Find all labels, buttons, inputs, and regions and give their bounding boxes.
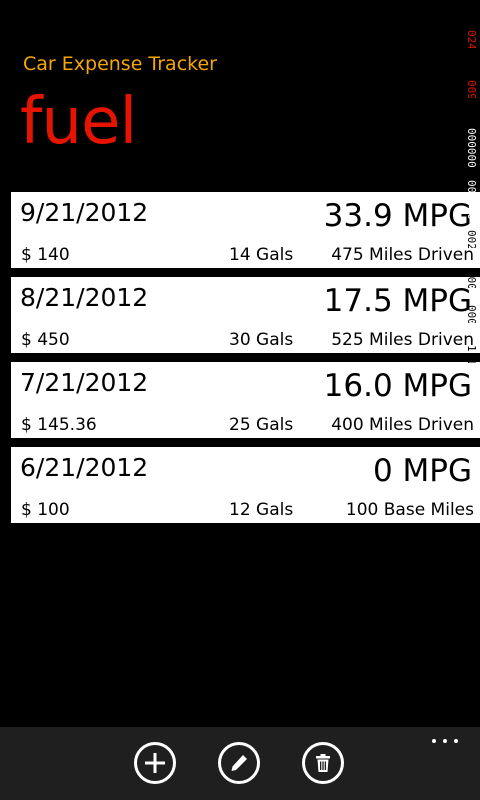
- debug-counter: 000: [465, 270, 478, 288]
- entry-gallons: 30 Gals: [229, 330, 294, 350]
- debug-counter: 002: [465, 230, 478, 248]
- entry-date: 8/21/2012: [20, 283, 149, 312]
- entry-gallons: 25 Gals: [229, 415, 294, 435]
- debug-counter: 000000: [465, 180, 478, 220]
- application-bar: [0, 727, 480, 800]
- delete-button[interactable]: [302, 742, 344, 784]
- entry-mpg: 0 MPG: [372, 453, 472, 489]
- debug-counter: 024: [465, 30, 478, 48]
- page-title: fuel: [20, 85, 137, 159]
- debug-counter: 000: [465, 305, 478, 323]
- entry-date: 7/21/2012: [20, 368, 149, 397]
- delete-icon: [316, 754, 330, 772]
- fuel-entry[interactable]: 8/21/2012 17.5 MPG $ 450 30 Gals 525 Mil…: [11, 277, 480, 353]
- debug-counter: 111: [465, 345, 478, 363]
- entry-cost: $ 145.36: [21, 415, 97, 435]
- entry-miles: 100 Base Miles: [345, 500, 474, 520]
- entry-miles: 400 Miles Driven: [331, 415, 474, 435]
- entry-cost: $ 450: [21, 330, 70, 350]
- entry-mpg: 16.0 MPG: [323, 368, 472, 404]
- more-icon[interactable]: [430, 735, 460, 749]
- entry-miles: 525 Miles Driven: [331, 330, 474, 350]
- entry-mpg: 17.5 MPG: [323, 283, 472, 319]
- fuel-entry[interactable]: 7/21/2012 16.0 MPG $ 145.36 25 Gals 400 …: [11, 362, 480, 438]
- edit-icon: [231, 755, 247, 771]
- entry-mpg: 33.9 MPG: [323, 198, 472, 234]
- add-button[interactable]: [134, 742, 176, 784]
- entry-date: 9/21/2012: [20, 198, 149, 227]
- entry-miles: 475 Miles Driven: [331, 245, 474, 265]
- debug-counter: 009: [465, 80, 478, 98]
- entry-date: 6/21/2012: [20, 453, 149, 482]
- add-icon: [145, 753, 165, 773]
- edit-button[interactable]: [218, 742, 260, 784]
- fuel-entry[interactable]: 9/21/2012 33.9 MPG $ 140 14 Gals 475 Mil…: [11, 192, 480, 268]
- debug-counter: 000000: [465, 128, 478, 168]
- entry-gallons: 14 Gals: [229, 245, 294, 265]
- fuel-entry[interactable]: 6/21/2012 0 MPG $ 100 12 Gals 100 Base M…: [11, 447, 480, 523]
- entry-cost: $ 140: [21, 245, 70, 265]
- app-title: Car Expense Tracker: [23, 53, 217, 75]
- entry-gallons: 12 Gals: [229, 500, 294, 520]
- entry-cost: $ 100: [21, 500, 70, 520]
